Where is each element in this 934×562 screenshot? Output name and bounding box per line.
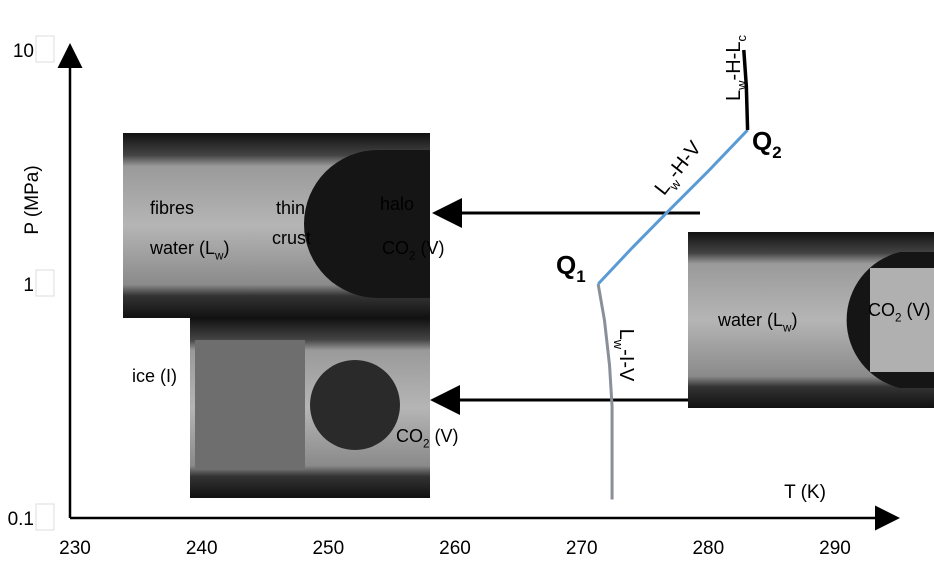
tick-box [36, 270, 54, 296]
text-part: halo [380, 194, 414, 214]
x-tick-label: 270 [566, 538, 598, 559]
text-part: (V) [430, 426, 459, 446]
x-tick-label: 280 [692, 538, 724, 559]
text-part: (V) [902, 300, 931, 320]
photo-label: ice (I) [132, 366, 177, 386]
text-part: -I-V [615, 349, 637, 382]
text-part: -H-V [663, 137, 706, 183]
text-part: CO [396, 426, 423, 446]
tick-box [36, 504, 54, 530]
annotation: Q1 [556, 250, 586, 286]
text-part: crust [272, 228, 311, 248]
bubble [310, 360, 400, 450]
text-part: w [611, 339, 626, 350]
text-part: L [615, 329, 637, 340]
inset-photos [123, 133, 934, 498]
x-axis-label: T (K) [784, 482, 826, 503]
text-part: water (L [717, 310, 783, 330]
x-tick-label: 250 [312, 538, 344, 559]
photo-label: thin [276, 198, 305, 218]
text-part: Q [556, 250, 576, 280]
text-part: Q [752, 126, 772, 156]
y-tick-label: 10 [13, 41, 34, 62]
text-part: -H-L [723, 42, 745, 81]
chart: T (K) P (MPa) 230 240 250 260 270 280 290 0.1 1 1… [0, 0, 934, 562]
text-part: 2 [772, 143, 781, 162]
text-part: 1 [576, 267, 585, 286]
x-tick-label: 230 [59, 538, 91, 559]
text-part: (V) [416, 238, 445, 258]
x-tick-label: 240 [186, 538, 218, 559]
annotation: Lw-H-V [651, 137, 710, 202]
photo-label: halo [380, 194, 414, 214]
x-tick-label: 260 [439, 538, 471, 559]
annotation: Lw-I-V [611, 329, 637, 382]
y-tick-label: 0.1 [8, 509, 34, 530]
text-part: ) [791, 310, 797, 330]
text-part: w [734, 80, 749, 91]
tick-box [36, 36, 54, 62]
ice [195, 340, 305, 470]
text-part: ice (I) [132, 366, 177, 386]
y-axis-label: P (MPa) [22, 165, 43, 234]
annotation: Q2 [752, 126, 782, 162]
text-part: CO [868, 300, 895, 320]
photo-label: crust [272, 228, 311, 248]
x-tick-label: 290 [819, 538, 851, 559]
text-part: L [723, 90, 745, 101]
phase-line [598, 284, 612, 499]
co2 [870, 268, 934, 372]
y-tick-label: 1 [23, 275, 34, 296]
text-part: CO [382, 238, 409, 258]
text-part: water (L [149, 238, 215, 258]
text-part: fibres [150, 198, 194, 218]
photo-label: fibres [150, 198, 194, 218]
text-part: thin [276, 198, 305, 218]
text-part: c [734, 35, 749, 42]
text-part: ) [223, 238, 229, 258]
